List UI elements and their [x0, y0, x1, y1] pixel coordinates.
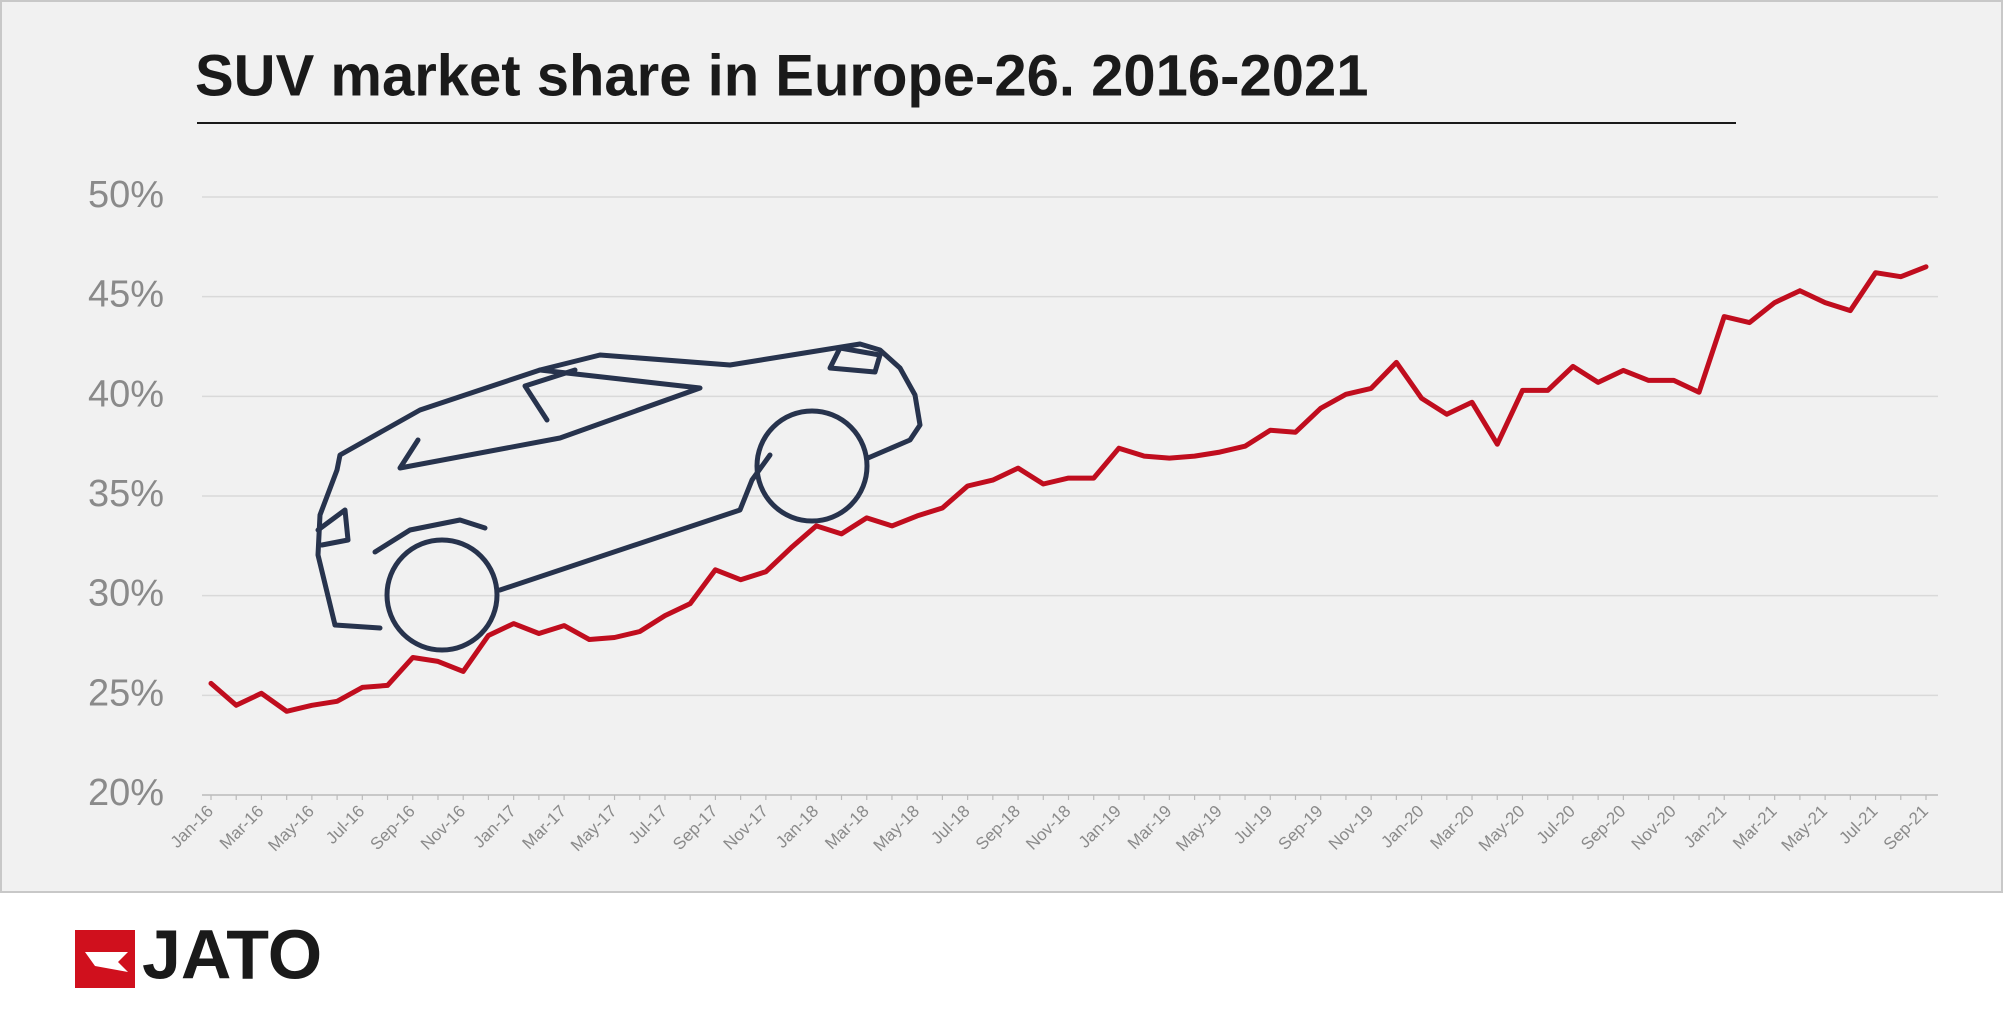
- logo-text: JATO: [142, 915, 322, 993]
- logo: JATO: [75, 915, 322, 993]
- chart-panel: [0, 0, 2003, 893]
- y-tick-label: 30%: [88, 573, 164, 615]
- y-tick-label: 25%: [88, 672, 164, 714]
- chart-title: SUV market share in Europe-26. 2016-2021: [195, 43, 1368, 108]
- plot-area: [208, 264, 1929, 714]
- y-tick-label: 45%: [88, 274, 164, 316]
- data-line: [208, 264, 1929, 714]
- y-tick-label: 50%: [88, 174, 164, 216]
- y-tick-label: 20%: [88, 772, 164, 814]
- logo-arrow: [85, 952, 128, 972]
- y-tick-label: 40%: [88, 373, 164, 415]
- y-tick-label: 35%: [88, 473, 164, 515]
- car-illustration: [315, 341, 923, 653]
